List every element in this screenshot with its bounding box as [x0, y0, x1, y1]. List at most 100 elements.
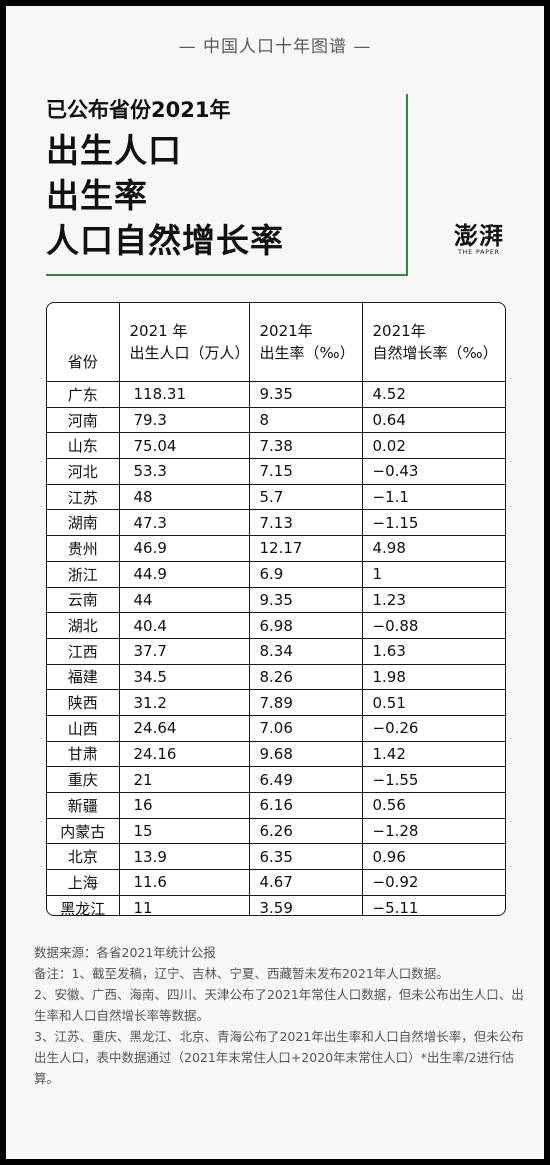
cell-natural-growth: −1.15 [361, 509, 505, 537]
note-1: 备注：1、截至发稿，辽宁、吉林、宁夏、西藏暂未发布2021年人口数据。 [34, 966, 449, 981]
cell-natural-growth: −0.88 [361, 612, 505, 639]
table-row: 江西 37.7 8.34 1.63 [47, 637, 505, 665]
cell-birth-rate: 4.67 [248, 869, 363, 896]
table-row: 湖北 40.4 6.98 −0.88 [47, 612, 505, 639]
cell-births: 13.9 [118, 843, 250, 871]
cell-natural-growth: 0.56 [361, 792, 505, 819]
table-row: 山西 24.64 7.06 −0.26 [47, 714, 505, 742]
header-province: 省份 [47, 303, 120, 382]
title-line-birth-rate: 出生率 [46, 176, 148, 215]
cell-natural-growth: −1.55 [361, 766, 505, 793]
cell-province: 山东 [47, 432, 120, 460]
cell-natural-growth: 0.02 [361, 432, 505, 460]
cell-births: 118.31 [118, 381, 250, 408]
cell-births: 11.6 [118, 869, 250, 896]
page: — 中国人口十年图谱 — 已公布省份2021年 出生人口 出生率 人口自然增长率… [6, 6, 544, 1159]
cell-births: 24.64 [118, 714, 250, 742]
cell-births: 37.7 [118, 637, 250, 665]
table-row: 上海 11.6 4.67 −0.92 [47, 869, 505, 896]
table-row: 内蒙古 15 6.26 −1.28 [47, 817, 505, 845]
cell-province: 陕西 [47, 689, 120, 716]
cell-birth-rate: 12.17 [248, 535, 363, 562]
header-births-year: 2021 年 [129, 322, 188, 340]
header-birth-rate: 2021年 出生率（‰） [248, 303, 363, 382]
table-row: 河南 79.3 8 0.64 [47, 406, 505, 434]
cell-births: 47.3 [118, 509, 250, 537]
cell-province: 内蒙古 [47, 817, 120, 845]
cell-births: 48 [118, 483, 250, 511]
cell-births: 16 [118, 792, 250, 819]
cell-birth-rate: 6.35 [248, 843, 363, 871]
cell-province: 河北 [47, 458, 120, 485]
cell-province: 广东 [47, 381, 120, 408]
cell-natural-growth: 0.96 [361, 843, 505, 871]
cell-births: 15 [118, 817, 250, 845]
table-row: 新疆 16 6.16 0.56 [47, 792, 505, 819]
cell-birth-rate: 9.35 [248, 381, 363, 408]
table-row: 湖南 47.3 7.13 −1.15 [47, 509, 505, 537]
title-eyebrow: 已公布省份2021年 [46, 98, 231, 122]
cell-natural-growth: 4.98 [361, 535, 505, 562]
header-nat-label: 自然增长率（‰） [372, 344, 498, 362]
title-line-births: 出生人口 [46, 131, 182, 170]
cell-births: 53.3 [118, 458, 250, 485]
cell-natural-growth: 0.64 [361, 406, 505, 434]
cell-births: 75.04 [118, 432, 250, 460]
cell-birth-rate: 6.49 [248, 766, 363, 793]
title-line-natural-growth: 人口自然增长率 [46, 221, 284, 260]
cell-province: 湖南 [47, 509, 120, 537]
logo-chinese: 澎湃 [454, 221, 504, 250]
cell-birth-rate: 7.06 [248, 714, 363, 742]
table-row: 甘肃 24.16 9.68 1.42 [47, 740, 505, 768]
cell-natural-growth: −1.1 [361, 483, 505, 511]
cell-birth-rate: 6.9 [248, 560, 363, 588]
cell-natural-growth: 1 [361, 560, 505, 588]
cell-birth-rate: 7.89 [248, 689, 363, 716]
cell-birth-rate: 6.98 [248, 612, 363, 639]
note-3: 3、江苏、重庆、黑龙江、北京、青海公布了2021年出生率和人口自然增长率，但未公… [34, 1029, 524, 1086]
table-header-row: 省份 2021 年 出生人口（万人） 2021年 出生率（‰） 2021年 自然… [47, 303, 505, 382]
header-rate-label: 出生率（‰） [259, 344, 355, 362]
cell-province: 甘肃 [47, 740, 120, 768]
table-row: 北京 13.9 6.35 0.96 [47, 843, 505, 871]
header-births-label: 出生人口（万人） [129, 344, 250, 362]
title-block: 已公布省份2021年 出生人口 出生率 人口自然增长率 [46, 94, 408, 276]
cell-natural-growth: 1.98 [361, 663, 505, 691]
header-births: 2021 年 出生人口（万人） [118, 303, 250, 382]
table-row: 黑龙江 11 3.59 −5.11 [47, 894, 505, 915]
table-row: 陕西 31.2 7.89 0.51 [47, 689, 505, 716]
cell-birth-rate: 7.38 [248, 432, 363, 460]
cell-province: 江西 [47, 637, 120, 665]
population-table: 省份 2021 年 出生人口（万人） 2021年 出生率（‰） 2021年 自然… [47, 303, 505, 915]
cell-province: 重庆 [47, 766, 120, 793]
cell-birth-rate: 9.35 [248, 586, 363, 614]
note-2: 2、安徽、广西、海南、四川、天津公布了2021年常住人口数据，但未公布出生人口、… [34, 987, 524, 1023]
cell-birth-rate: 8.34 [248, 637, 363, 665]
cell-natural-growth: 1.63 [361, 637, 505, 665]
cell-province: 贵州 [47, 535, 120, 562]
cell-province: 江苏 [47, 483, 120, 511]
logo-english: THE PAPER [458, 249, 500, 256]
cell-province: 福建 [47, 663, 120, 691]
cell-birth-rate: 8 [248, 406, 363, 434]
header-natural-growth: 2021年 自然增长率（‰） [361, 303, 505, 382]
cell-births: 21 [118, 766, 250, 793]
cell-birth-rate: 8.26 [248, 663, 363, 691]
cell-birth-rate: 6.26 [248, 817, 363, 845]
cell-province: 浙江 [47, 560, 120, 588]
cell-births: 40.4 [118, 612, 250, 639]
cell-natural-growth: 4.52 [361, 381, 505, 408]
cell-births: 79.3 [118, 406, 250, 434]
header-rate-year: 2021年 [259, 322, 313, 340]
series-header: — 中国人口十年图谱 — [178, 37, 372, 57]
cell-births: 44.9 [118, 560, 250, 588]
cell-province: 北京 [47, 843, 120, 871]
cell-natural-growth: 0.51 [361, 689, 505, 716]
cell-province: 河南 [47, 406, 120, 434]
cell-natural-growth: 1.42 [361, 740, 505, 768]
table-row: 河北 53.3 7.15 −0.43 [47, 458, 505, 485]
cell-natural-growth: −5.11 [361, 894, 505, 915]
table-row: 广东 118.31 9.35 4.52 [47, 381, 505, 408]
cell-birth-rate: 9.68 [248, 740, 363, 768]
table-row: 江苏 48 5.7 −1.1 [47, 483, 505, 511]
